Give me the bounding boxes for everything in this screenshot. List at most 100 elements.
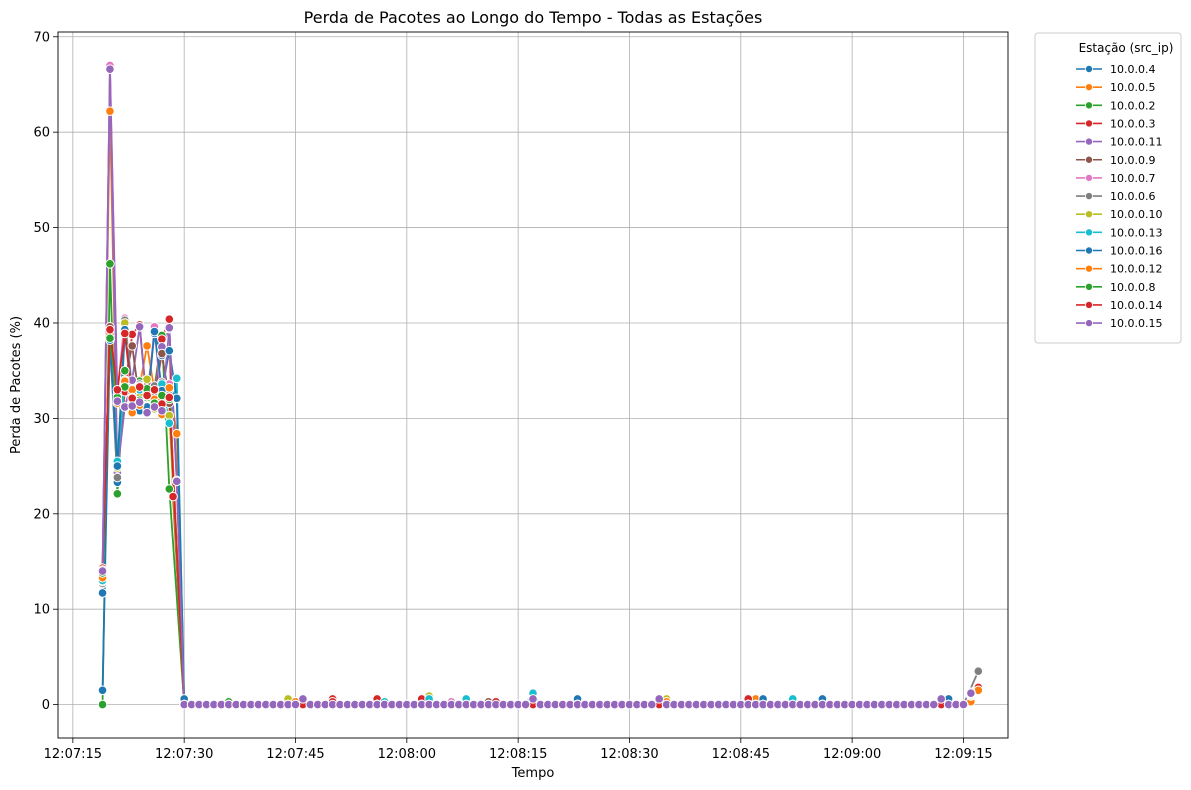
legend-label: 10.0.0.16	[1110, 245, 1162, 258]
plot-area-background	[58, 32, 1008, 738]
data-point	[134, 322, 145, 332]
data-point	[112, 461, 123, 471]
x-axis-label: Tempo	[511, 766, 555, 781]
legend-label: 10.0.0.13	[1110, 226, 1162, 239]
legend-marker	[1085, 173, 1094, 182]
data-point	[164, 392, 175, 403]
data-point	[105, 106, 115, 116]
data-point	[142, 374, 152, 385]
y-axis-ticks: 0 10 20 30 40 50 60 70	[33, 30, 58, 713]
data-point	[105, 324, 115, 335]
plot-frame	[57, 31, 1009, 739]
legend-item: 10.0.0.8	[1076, 281, 1155, 294]
data-point	[97, 566, 108, 576]
legend-item: 10.0.0.7	[1076, 172, 1155, 185]
legend-label: 10.0.0.3	[1110, 117, 1155, 130]
data-point	[164, 322, 175, 333]
data-point	[142, 390, 152, 401]
x-tick-label: 12:07:45	[266, 747, 324, 762]
data-point	[97, 685, 108, 696]
data-point	[142, 407, 152, 418]
data-point	[112, 488, 123, 499]
data-point	[164, 484, 175, 494]
x-tick-label: 12:08:45	[712, 747, 770, 762]
data-point	[127, 341, 138, 351]
legend-label: 10.0.0.7	[1110, 172, 1155, 185]
y-tick-label: 60	[33, 126, 50, 141]
legend-marker	[1085, 282, 1094, 291]
data-point	[112, 472, 123, 483]
legend-item: 10.0.0.5	[1076, 81, 1155, 94]
x-tick-label: 12:09:00	[823, 747, 881, 762]
series-markers-10-0-0-15	[97, 64, 976, 710]
data-point	[164, 345, 175, 356]
legend-marker	[1085, 300, 1094, 309]
x-tick-label: 12:08:15	[489, 747, 547, 762]
legend-marker	[1085, 264, 1094, 273]
data-point	[654, 694, 664, 704]
legend-marker	[1085, 83, 1094, 92]
legend-item: 10.0.0.2	[1076, 99, 1155, 112]
data-point	[157, 405, 167, 416]
legend-marker	[1085, 155, 1094, 164]
legend-item: 10.0.0.13	[1076, 226, 1162, 239]
legend-item: 10.0.0.6	[1076, 190, 1155, 203]
data-point	[149, 384, 160, 395]
data-point	[528, 694, 538, 704]
legend-frame	[1034, 32, 1182, 344]
data-point	[105, 259, 115, 269]
data-point	[97, 588, 108, 598]
data-point	[127, 401, 138, 411]
chart-title: Perda de Pacotes ao Longo do Tempo - Tod…	[304, 8, 763, 27]
legend-label: 10.0.0.11	[1110, 136, 1162, 149]
legend-marker	[1085, 246, 1094, 255]
y-tick-label: 70	[33, 30, 50, 45]
x-tick-label: 12:08:30	[600, 747, 658, 762]
legend-label: 10.0.0.6	[1110, 190, 1155, 203]
data-point	[298, 694, 308, 704]
y-tick-label: 50	[33, 221, 50, 236]
data-point	[290, 699, 301, 710]
legend-item: 10.0.0.14	[1076, 299, 1162, 312]
y-tick-label: 20	[33, 507, 50, 522]
y-tick-label: 30	[33, 412, 50, 427]
y-axis-label: Perda de Pacotes (%)	[9, 316, 24, 454]
data-point	[112, 396, 123, 407]
data-point	[973, 666, 984, 677]
data-point	[958, 699, 969, 710]
y-tick-label: 10	[33, 603, 50, 618]
legend-label: 10.0.0.12	[1110, 263, 1162, 276]
data-point	[120, 365, 130, 376]
legend-item: 10.0.0.9	[1076, 154, 1155, 167]
legend-marker	[1085, 137, 1094, 146]
data-point	[164, 418, 175, 428]
legend-label: 10.0.0.14	[1110, 299, 1162, 312]
legend-items: 10.0.0.4 10.0.0.5 10.0.0.2 10.0.0.3 10.0.0.1…	[1076, 63, 1162, 330]
series-markers	[97, 60, 984, 710]
data-point	[97, 699, 108, 710]
data-point	[134, 397, 145, 407]
legend-marker	[1085, 228, 1094, 237]
x-tick-label: 12:09:15	[934, 747, 992, 762]
legend-marker	[1085, 192, 1094, 201]
data-point	[149, 326, 160, 337]
x-tick-label: 12:07:15	[44, 747, 102, 762]
data-point	[646, 699, 657, 710]
legend-marker	[1085, 210, 1094, 219]
y-tick-label: 0	[42, 698, 50, 713]
legend-label: 10.0.0.4	[1110, 63, 1155, 76]
legend-marker	[1085, 101, 1094, 110]
legend-label: 10.0.0.10	[1110, 208, 1162, 221]
data-point	[112, 384, 123, 395]
legend-item: 10.0.0.16	[1076, 245, 1162, 258]
data-point	[164, 383, 175, 393]
data-point	[105, 64, 115, 75]
legend-label: 10.0.0.2	[1110, 99, 1155, 112]
x-tick-label: 12:08:00	[378, 747, 436, 762]
data-point	[171, 428, 182, 439]
legend-item: 10.0.0.3	[1076, 117, 1155, 130]
legend-item: 10.0.0.12	[1076, 263, 1162, 276]
legend-title: Estação (src_ip)	[1079, 41, 1174, 55]
legend-label: 10.0.0.15	[1110, 317, 1162, 330]
